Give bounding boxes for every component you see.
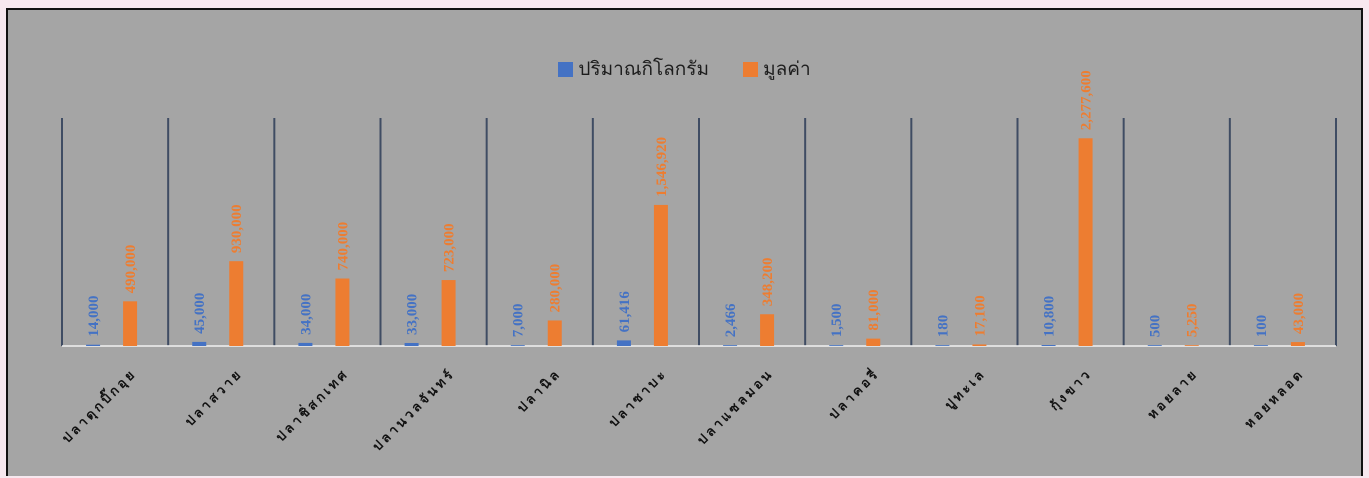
bar-quantity [298, 342, 313, 346]
chart-area: ปริมาณกิโลกรัม มูลค่า 14,000 490,000 ปลาดุ… [6, 8, 1363, 476]
legend-label-quantity: ปริมาณกิโลกรัม [578, 58, 710, 80]
data-label-quantity: 180 [935, 315, 951, 338]
x-tick-label: หอยหลอด [1242, 366, 1308, 432]
legend-item-quantity: ปริมาณกิโลกรัม [558, 54, 709, 84]
data-label-value: 348,200 [760, 257, 776, 306]
data-label-value: 280,000 [548, 264, 564, 313]
bar-value [123, 301, 138, 346]
x-tick-label: ปลานวลจันทร์ [370, 366, 459, 455]
data-label-value: 490,000 [123, 245, 139, 294]
data-label-quantity: 45,000 [192, 293, 208, 334]
bar-quantity [86, 344, 101, 346]
legend-swatch-quantity [558, 61, 574, 77]
bar-value [1184, 345, 1199, 346]
bar-quantity [723, 345, 738, 346]
data-label-quantity: 7,000 [511, 303, 527, 337]
data-label-quantity: 33,000 [405, 294, 421, 335]
legend-item-value: มูลค่า [743, 54, 811, 84]
data-label-value: 930,000 [229, 204, 245, 253]
x-tick-label: ปลานิล [515, 366, 565, 416]
legend-label-value: มูลค่า [763, 58, 811, 80]
bar-quantity [829, 345, 844, 346]
data-label-value: 723,000 [442, 223, 458, 272]
data-label-quantity: 100 [1254, 315, 1270, 338]
bar-quantity [1147, 345, 1162, 346]
data-label-value: 1,546,920 [654, 137, 670, 197]
bar-quantity [616, 340, 631, 346]
data-label-value: 17,100 [972, 295, 988, 336]
bar-quantity [1041, 345, 1056, 346]
legend: ปริมาณกิโลกรัม มูลค่า [8, 54, 1361, 84]
x-tick-label: ปลาดุกบิ๊กอุย [58, 364, 140, 446]
data-label-quantity: 61,416 [617, 291, 633, 333]
x-tick-label: กุ้งขาว [1047, 366, 1096, 415]
bar-value [972, 344, 987, 346]
bar-value [760, 314, 775, 346]
bar-quantity [404, 342, 419, 346]
bar-value [547, 320, 562, 346]
bar-value [441, 280, 456, 346]
bar-quantity [1253, 345, 1268, 346]
bar-value [1078, 138, 1093, 346]
bar-value [229, 261, 244, 346]
data-label-quantity: 14,000 [86, 295, 102, 336]
chart-plot: 14,000 490,000 ปลาดุกบิ๊กอุย 45,000 930,000 ป… [58, 70, 1337, 455]
data-label-value: 740,000 [335, 222, 351, 271]
x-tick-label: ปลาแซลมอน [695, 366, 777, 448]
data-label-quantity: 500 [1148, 315, 1164, 338]
x-tick-label: ปูทะเล [942, 366, 989, 413]
data-label-quantity: 34,000 [298, 294, 314, 335]
x-tick-label: ปลาซาบะ [606, 366, 670, 430]
data-label-quantity: 1,500 [829, 303, 845, 337]
legend-swatch-value [743, 61, 759, 77]
bar-value [653, 204, 668, 346]
bar-value [866, 338, 881, 346]
x-tick-label: หอยลาย [1145, 366, 1201, 422]
bar-quantity [935, 345, 950, 346]
bar-value [335, 278, 350, 346]
bar-value [1290, 342, 1305, 346]
x-tick-label: ปลาสวาย [183, 366, 246, 429]
data-label-value: 5,250 [1185, 303, 1201, 337]
bar-quantity [510, 345, 525, 346]
data-label-quantity: 2,466 [723, 303, 739, 337]
bar-quantity [192, 341, 207, 346]
data-label-quantity: 10,800 [1042, 296, 1058, 337]
data-label-value: 43,000 [1291, 293, 1307, 334]
x-tick-label: ปลาชิ่สกเทศ [271, 364, 352, 445]
x-tick-label: ปลาคอรี่ [824, 364, 883, 423]
data-label-value: 81,000 [866, 289, 882, 330]
data-label-value: 2,277,600 [1079, 70, 1095, 130]
